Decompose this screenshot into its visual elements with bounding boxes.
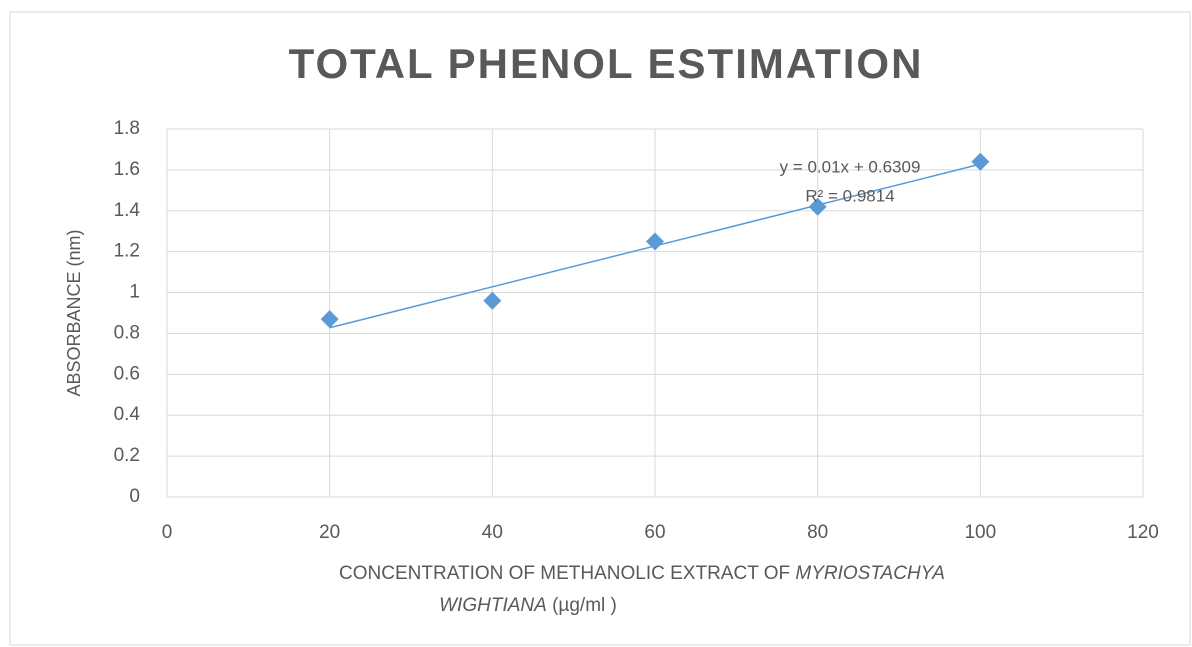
y-tick-label: 1.6 xyxy=(114,159,140,180)
x-axis-title: WIGHTIANA (µg/ml ) xyxy=(439,595,617,616)
y-tick-label: 1.4 xyxy=(114,200,141,221)
y-axis-title: ABSORBANCE (nm) xyxy=(64,229,84,396)
x-tick-label: 60 xyxy=(644,522,665,543)
point xyxy=(808,197,827,216)
y-tick-label: 0 xyxy=(129,486,140,507)
y-tick-label: 1.8 xyxy=(114,118,140,139)
chart-title: TOTAL PHENOL ESTIMATION xyxy=(289,40,924,87)
point xyxy=(320,310,339,329)
x-axis-title-part: CONCENTRATION OF METHANOLIC EXTRACT OF xyxy=(339,563,795,584)
x-axis-title-part: WIGHTIANA xyxy=(439,595,547,616)
y-tick-label: 0.6 xyxy=(114,363,140,384)
x-tick-label: 0 xyxy=(162,522,173,543)
x-tick-label: 120 xyxy=(1127,522,1159,543)
annotation: y = 0.01x + 0.6309 xyxy=(780,157,921,176)
x-axis-title-part: (µg/ml ) xyxy=(547,595,617,616)
y-tick-label: 1 xyxy=(129,282,140,303)
x-tick-label: 100 xyxy=(964,522,996,543)
x-tick-label: 20 xyxy=(319,522,340,543)
y-tick-label: 0.2 xyxy=(114,445,140,466)
x-tick-label: 80 xyxy=(807,522,828,543)
y-tick-label: 0.4 xyxy=(114,404,141,425)
y-tick-label: 0.8 xyxy=(114,322,140,343)
x-axis-title: CONCENTRATION OF METHANOLIC EXTRACT OF M… xyxy=(339,563,945,584)
y-tick-label: 1.2 xyxy=(114,241,140,262)
annotation: R² = 0.9814 xyxy=(805,186,894,205)
chart-border xyxy=(9,11,1191,646)
point xyxy=(971,152,990,171)
point xyxy=(483,291,502,310)
x-tick-label: 40 xyxy=(482,522,503,543)
point xyxy=(646,232,664,251)
x-axis-title-part: MYRIOSTACHYA xyxy=(795,563,945,584)
